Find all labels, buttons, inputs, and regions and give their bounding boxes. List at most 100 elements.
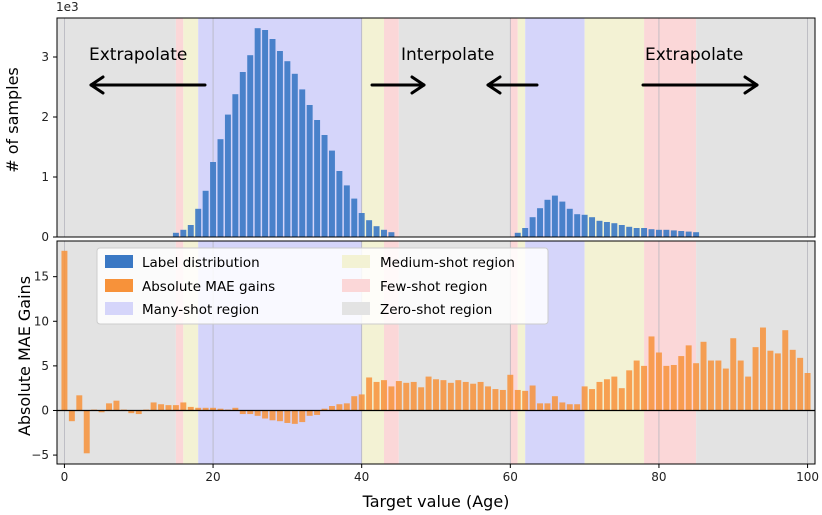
bottom-axes-frame — [56, 240, 816, 465]
label-distribution-bar — [224, 114, 231, 237]
x-axis-title: Target value (Age) — [362, 492, 510, 511]
label-distribution-bar — [574, 214, 581, 237]
mae-gain-bar — [611, 376, 618, 411]
label-distribution-bar — [321, 135, 328, 237]
mae-gain-bar — [492, 389, 499, 411]
mae-gain-bar — [254, 410, 261, 416]
mae-gain-bar — [804, 373, 811, 411]
label-distribution-bar — [522, 228, 529, 237]
y-tick-label: 3 — [41, 50, 49, 64]
legend-box — [96, 247, 549, 325]
label-distribution-bar — [655, 229, 662, 237]
legend-label: Label distribution — [142, 255, 260, 271]
few-shot-region-band — [175, 18, 184, 237]
label-distribution-bar — [678, 231, 685, 237]
mae-gain-bar — [180, 402, 187, 411]
mae-gain-bar — [232, 407, 239, 411]
mae-gain-bar — [514, 389, 521, 411]
bottom-y-axis-title: Absolute MAE Gains — [15, 276, 34, 436]
legend-swatch — [342, 302, 370, 315]
x-tick-label: 40 — [354, 470, 369, 484]
medium-shot-region-band — [584, 241, 645, 464]
mae-gain-bar — [529, 385, 536, 411]
mae-gain-bar — [135, 410, 142, 415]
legend-entry-few-shot: Few-shot region — [342, 279, 487, 295]
mae-gain-bar — [737, 360, 744, 411]
label-distribution-bar — [663, 229, 670, 237]
label-distribution-bar — [611, 223, 618, 237]
label-distribution-bar — [217, 139, 224, 237]
mae-gain-bar — [381, 380, 387, 411]
label-distribution-bar — [581, 214, 588, 237]
mae-gain-bar — [447, 382, 454, 411]
label-distribution-bar — [648, 229, 655, 237]
mae-gain-bar — [388, 386, 395, 411]
mae-gain-bar — [336, 404, 343, 411]
mae-gain-bar — [425, 376, 432, 411]
mae-gain-bar — [760, 327, 766, 411]
mae-gain-bar — [477, 381, 484, 411]
mae-gain-bar — [395, 381, 402, 411]
label-distribution-bar — [314, 120, 321, 237]
mae-gain-bar — [455, 380, 462, 411]
direction-arrows — [89, 75, 759, 95]
arrow-left-extrapolate — [89, 75, 207, 95]
mae-gain-bar — [269, 410, 276, 421]
legend-entry-absolute-mae-gains: Absolute MAE gains — [105, 279, 275, 295]
mae-gain-bar — [276, 410, 283, 422]
label-distribution-bar — [514, 232, 521, 237]
medium-shot-region-band — [517, 18, 526, 237]
x-tick-label: 80 — [651, 470, 666, 484]
mae-gain-bar — [544, 403, 551, 411]
bottom-y-ticks: −5 0 5 10 15 — [31, 270, 57, 462]
label-distribution-bar — [180, 229, 187, 237]
mae-gain-bar — [165, 405, 172, 411]
mae-gain-bar — [499, 389, 506, 411]
mae-gain-bar — [299, 410, 306, 423]
mae-gain-bar — [589, 389, 596, 411]
mae-gain-bar — [648, 336, 655, 411]
mae-gain-bar — [462, 381, 469, 411]
x-tick-label: 100 — [796, 470, 819, 484]
y-tick-label: 5 — [41, 359, 49, 373]
label-distribution-bar — [693, 232, 700, 237]
medium-shot-region-band — [517, 241, 526, 464]
extrapolate-right-label: Extrapolate — [645, 45, 743, 65]
mae-gain-bar — [774, 353, 781, 411]
label-distribution-bar — [566, 208, 573, 237]
top-y-axis-title: # of samples — [3, 67, 22, 173]
mae-gain-bar — [566, 404, 573, 411]
label-distribution-bar — [596, 220, 603, 237]
mae-gain-bar — [98, 410, 105, 413]
mae-gain-bar — [61, 250, 68, 411]
label-distribution-bar — [685, 231, 692, 237]
label-distribution-bar — [603, 222, 610, 237]
mae-gain-bar — [655, 352, 662, 411]
y-tick-label: −5 — [31, 448, 49, 462]
mae-gain-bar — [247, 410, 254, 415]
mae-gain-bar — [782, 330, 789, 411]
x-ticks: 0 20 40 60 80 100 — [61, 464, 819, 484]
mae-gain-bar — [678, 356, 685, 411]
few-shot-region-band — [175, 241, 184, 464]
mae-gain-bar — [76, 395, 83, 411]
mae-gain-bar — [68, 410, 75, 422]
label-distribution-bar — [254, 28, 261, 238]
mae-gain-bar — [707, 360, 714, 411]
mae-gain-bar — [291, 410, 298, 424]
y-tick-label: 1 — [41, 170, 49, 184]
mae-gain-bar — [403, 382, 410, 411]
mae-gain-bar — [158, 404, 165, 411]
top-axes-frame — [56, 17, 816, 238]
mae-gain-bar — [202, 407, 209, 411]
mae-gain-bar — [596, 381, 603, 411]
legend-swatch — [342, 279, 370, 292]
mae-gain-bar — [343, 403, 350, 411]
legend-swatch — [105, 255, 133, 268]
mae-gain-bar — [641, 365, 648, 411]
bottom-region-shading — [57, 241, 815, 464]
y-tick-label: 0 — [41, 403, 49, 417]
bottom-panel: −5 0 5 10 15 0 20 40 60 80 100 Absolute MAE Gains… — [15, 240, 819, 511]
mae-gain-bar — [663, 365, 670, 411]
mae-gain-bar — [83, 410, 90, 454]
